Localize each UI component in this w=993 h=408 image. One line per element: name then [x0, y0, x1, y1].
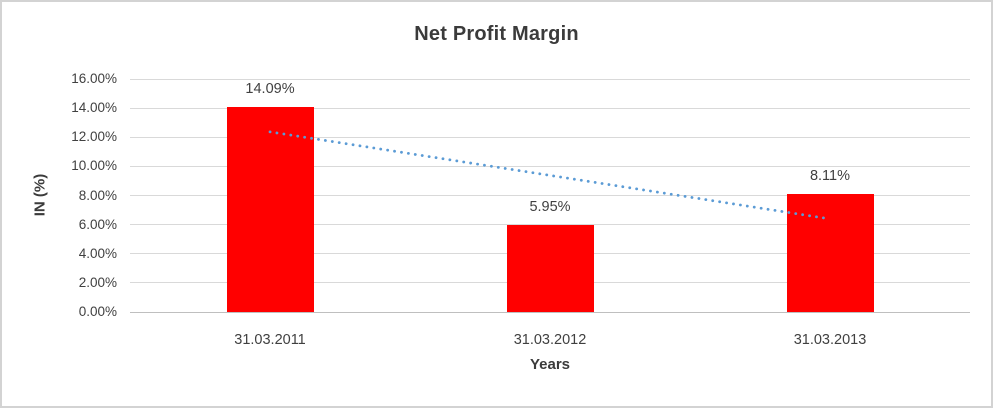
gridline [130, 107, 970, 109]
bar-data-label: 14.09% [245, 80, 295, 97]
x-axis-tick-label: 31.03.2013 [793, 332, 867, 348]
trendline-dotted-line [268, 130, 832, 221]
y-axis-tick-label: 14.00% [71, 100, 117, 116]
bar-data-label: 5.95% [529, 199, 571, 216]
gridline [130, 136, 970, 138]
bar [786, 193, 874, 312]
x-axis-title: Years [529, 356, 571, 373]
y-axis-tick-label: 0.00% [78, 304, 117, 319]
trendline [268, 130, 832, 221]
y-axis-tick-label: 8.00% [78, 187, 117, 203]
y-axis-tick-label: 10.00% [71, 158, 117, 174]
gridline [130, 224, 970, 226]
plot-area: 14.09% 5.95% 8.11% [130, 78, 970, 313]
chart-title: Net Profit Margin [414, 23, 579, 45]
gridline [130, 195, 970, 196]
bar-data-label: 8.11% [809, 167, 851, 184]
y-axis-tick-label: 2.00% [78, 274, 117, 290]
x-axis-tick-label: 31.03.2012 [513, 332, 587, 348]
y-axis-tick-label: 6.00% [78, 216, 117, 232]
x-axis-line [130, 311, 970, 313]
y-axis-tick-label: 12.00% [71, 129, 117, 145]
y-axis-tick-label: 16.00% [71, 71, 117, 86]
y-axis-tick-label: 4.00% [78, 245, 117, 261]
bar [506, 225, 594, 312]
gridline [130, 78, 970, 80]
bar [226, 106, 314, 312]
x-axis-tick-label: 31.03.2011 [234, 332, 306, 348]
gridline [130, 165, 970, 167]
